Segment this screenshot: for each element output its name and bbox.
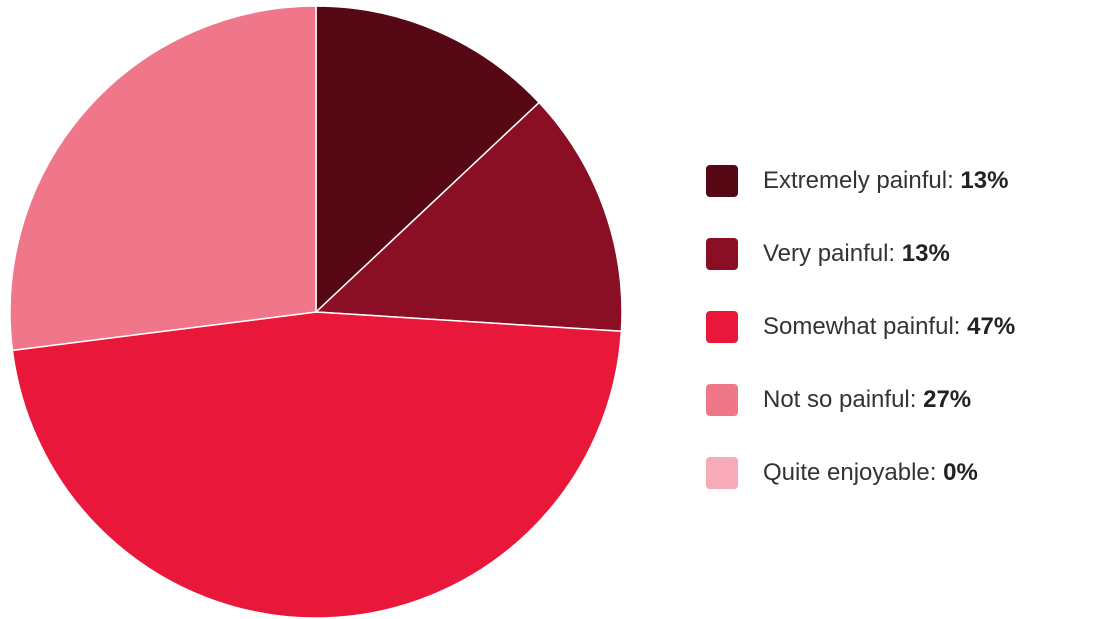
legend-item-extremely-painful: Extremely painful: 13% xyxy=(706,144,1096,217)
legend-text-very-painful: Very painful: 13% xyxy=(763,239,950,267)
legend-swatch-quite-enjoyable xyxy=(706,456,738,489)
legend-item-quite-enjoyable: Quite enjoyable: 0% xyxy=(706,436,1096,509)
legend-label-very-painful: Very painful xyxy=(763,239,889,267)
legend-value-somewhat-painful: 47% xyxy=(967,312,1016,340)
legend-swatch-very-painful xyxy=(706,237,738,270)
legend-value-very-painful: 13% xyxy=(901,239,950,267)
legend-value-not-so-painful: 27% xyxy=(923,385,972,413)
pie-slice-somewhat-painful xyxy=(11,311,623,619)
legend: Extremely painful: 13% Very painful: 13%… xyxy=(706,144,1096,509)
legend-item-not-so-painful: Not so painful: 27% xyxy=(706,363,1096,436)
legend-text-quite-enjoyable: Quite enjoyable: 0% xyxy=(763,458,978,486)
pie-slice-very-painful xyxy=(315,101,623,332)
legend-text-not-so-painful: Not so painful: 27% xyxy=(763,385,972,413)
legend-swatch-not-so-painful xyxy=(706,383,738,416)
pie-plot-area xyxy=(9,5,623,619)
legend-value-extremely-painful: 13% xyxy=(960,166,1009,194)
legend-swatch-somewhat-painful xyxy=(706,310,738,343)
legend-value-quite-enjoyable: 0% xyxy=(943,458,978,486)
legend-label-extremely-painful: Extremely painful xyxy=(763,166,948,194)
legend-item-somewhat-painful: Somewhat painful: 47% xyxy=(706,290,1096,363)
legend-swatch-extremely-painful xyxy=(706,164,738,197)
legend-label-quite-enjoyable: Quite enjoyable xyxy=(763,458,930,486)
legend-text-somewhat-painful: Somewhat painful: 47% xyxy=(763,312,1016,340)
legend-text-extremely-painful: Extremely painful: 13% xyxy=(763,166,1009,194)
pie-slice-extremely-painful xyxy=(315,5,540,313)
legend-item-very-painful: Very painful: 13% xyxy=(706,217,1096,290)
legend-label-not-so-painful: Not so painful xyxy=(763,385,910,413)
pie-slice-not-so-painful xyxy=(9,5,317,352)
legend-label-somewhat-painful: Somewhat painful xyxy=(763,312,954,340)
